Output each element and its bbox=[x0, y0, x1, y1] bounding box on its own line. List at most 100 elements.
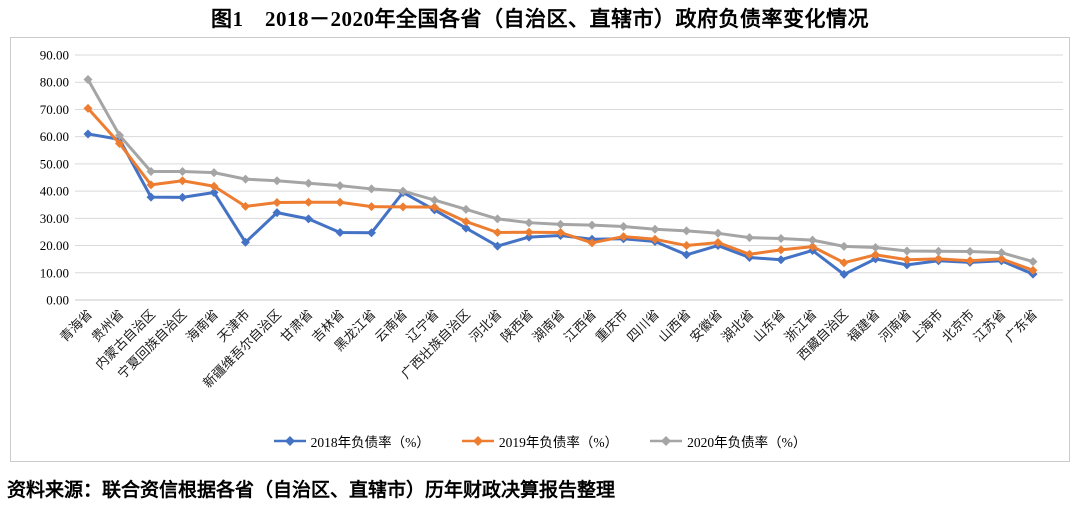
data-point-marker bbox=[272, 176, 282, 186]
legend-marker-icon bbox=[461, 436, 494, 446]
data-point-marker bbox=[839, 258, 849, 268]
y-axis-label: 70.00 bbox=[40, 102, 69, 117]
data-point-marker bbox=[965, 256, 975, 266]
data-point-marker bbox=[398, 186, 408, 196]
data-point-marker bbox=[902, 255, 912, 265]
x-axis-label: 湖北省 bbox=[718, 307, 756, 345]
data-point-marker bbox=[556, 219, 565, 229]
data-point-marker bbox=[83, 103, 93, 113]
data-point-marker bbox=[965, 247, 975, 257]
debt-ratio-line-chart: 0.00 10.00 20.00 30.00 40.00 50.00 60.00 70.00 8… bbox=[40, 48, 1063, 391]
data-point-marker bbox=[524, 218, 534, 228]
chart-legend: 2018年负债率（%） 2019年负债率（%） 2020年负债率（%） bbox=[11, 431, 1069, 451]
data-point-marker bbox=[587, 238, 597, 248]
x-axis-label: 海南省 bbox=[183, 307, 221, 345]
data-point-marker bbox=[556, 227, 565, 237]
data-point-marker bbox=[398, 202, 408, 212]
data-point-marker bbox=[146, 180, 156, 190]
data-point-marker bbox=[209, 187, 219, 197]
x-axis-label: 江西省 bbox=[561, 307, 599, 345]
data-point-marker bbox=[524, 227, 534, 237]
data-point-marker bbox=[335, 227, 345, 237]
legend-item: 2018年负债率（%） bbox=[273, 431, 430, 451]
chart-frame: 0.00 10.00 20.00 30.00 40.00 50.00 60.00 70.00 8… bbox=[10, 37, 1070, 462]
data-point-marker bbox=[682, 241, 691, 251]
x-axis-label: 山西省 bbox=[655, 307, 693, 345]
data-point-marker bbox=[461, 223, 471, 233]
data-point-marker bbox=[745, 249, 754, 259]
legend-label: 2020年负债率（%） bbox=[687, 435, 807, 450]
data-point-marker bbox=[493, 214, 502, 224]
data-point-marker bbox=[430, 202, 439, 212]
data-point-marker bbox=[808, 235, 817, 245]
data-point-marker bbox=[871, 250, 880, 260]
x-axis-label: 云南省 bbox=[372, 307, 410, 345]
data-point-marker bbox=[241, 237, 250, 247]
data-point-marker bbox=[776, 233, 786, 243]
data-point-marker bbox=[335, 197, 345, 207]
data-point-marker bbox=[272, 198, 282, 208]
data-point-marker bbox=[776, 255, 786, 265]
data-point-marker bbox=[682, 226, 691, 236]
data-point-marker bbox=[902, 246, 912, 256]
x-axis-label: 广东省 bbox=[1002, 307, 1040, 345]
data-point-marker bbox=[682, 250, 691, 260]
x-axis-label: 山东省 bbox=[750, 307, 788, 345]
data-point-marker bbox=[83, 75, 93, 84]
legend-item: 2019年负债率（%） bbox=[461, 431, 618, 451]
x-axis-label: 江苏省 bbox=[970, 307, 1008, 345]
data-point-marker bbox=[146, 167, 156, 177]
data-point-marker bbox=[367, 228, 376, 238]
legend-marker-icon bbox=[273, 436, 306, 446]
data-point-marker bbox=[367, 202, 376, 212]
x-axis-label: 上海市 bbox=[907, 307, 945, 345]
x-axis-label: 青海省 bbox=[57, 307, 95, 345]
data-point-marker bbox=[178, 167, 187, 177]
data-point-marker bbox=[461, 204, 471, 214]
data-point-marker bbox=[493, 241, 502, 251]
y-axis-label: 50.00 bbox=[40, 156, 69, 171]
data-point-marker bbox=[241, 174, 250, 184]
y-axis-label: 60.00 bbox=[40, 129, 69, 144]
legend-marker-icon bbox=[650, 436, 683, 446]
data-point-marker bbox=[178, 192, 187, 202]
data-point-marker bbox=[272, 208, 282, 218]
y-axis-label: 0.00 bbox=[46, 293, 69, 308]
data-point-marker bbox=[871, 242, 880, 252]
y-axis-label: 20.00 bbox=[40, 238, 69, 253]
data-point-marker bbox=[493, 227, 502, 237]
data-point-marker bbox=[587, 220, 597, 230]
data-point-marker bbox=[745, 233, 754, 243]
data-point-marker bbox=[304, 214, 313, 224]
legend-item: 2020年负债率（%） bbox=[650, 431, 806, 451]
data-point-marker bbox=[1028, 257, 1038, 267]
data-point-marker bbox=[461, 217, 471, 227]
x-axis-label: 甘肃省 bbox=[277, 307, 315, 345]
data-point-marker bbox=[115, 130, 124, 140]
data-point-marker bbox=[934, 254, 943, 264]
data-point-marker bbox=[146, 192, 156, 202]
x-axis-label: 安徽省 bbox=[687, 307, 725, 345]
data-point-marker bbox=[839, 269, 849, 279]
data-point-marker bbox=[902, 260, 912, 270]
y-axis-label: 40.00 bbox=[40, 184, 69, 199]
data-point-marker bbox=[839, 241, 849, 251]
data-point-marker bbox=[650, 224, 660, 234]
data-point-marker bbox=[934, 246, 943, 256]
data-point-marker bbox=[997, 248, 1006, 258]
y-axis-label: 30.00 bbox=[40, 211, 69, 226]
y-axis-label: 10.00 bbox=[40, 265, 69, 280]
data-point-marker bbox=[650, 234, 660, 244]
series-line-2018年负债率（%） bbox=[86, 132, 1035, 276]
x-axis-label: 陕西省 bbox=[498, 307, 536, 345]
data-point-marker bbox=[619, 232, 628, 242]
x-axis-label: 福建省 bbox=[844, 307, 882, 345]
data-point-marker bbox=[713, 238, 723, 248]
data-point-marker bbox=[83, 129, 93, 139]
data-point-marker bbox=[241, 201, 250, 211]
data-point-marker bbox=[209, 181, 219, 191]
y-axis-label: 90.00 bbox=[40, 48, 69, 63]
x-axis-label: 河南省 bbox=[876, 307, 914, 345]
x-axis-label: 河北省 bbox=[466, 307, 504, 345]
legend-label: 2018年负债率（%） bbox=[310, 435, 430, 450]
